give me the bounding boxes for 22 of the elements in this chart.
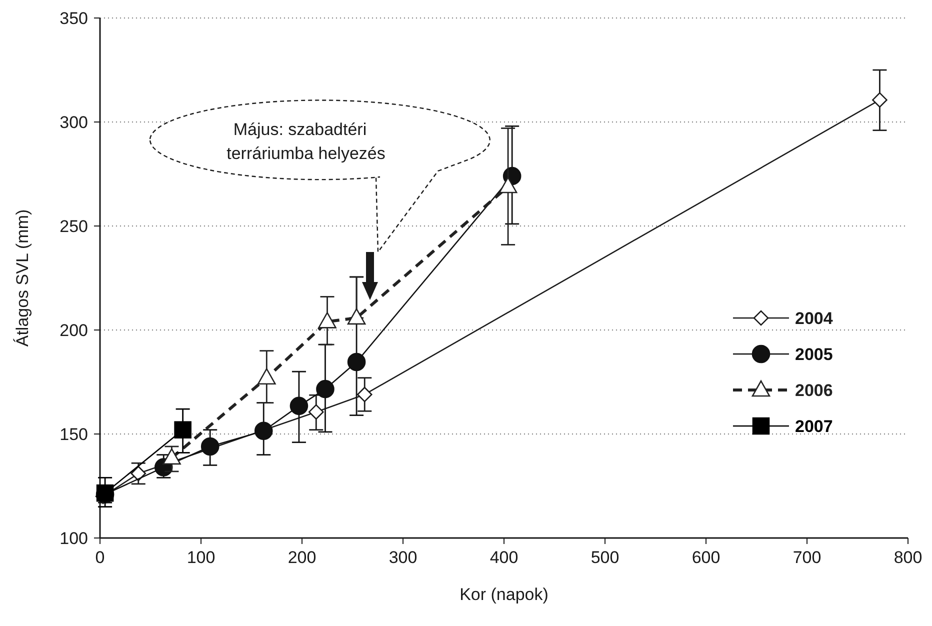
y-tick-label: 100 [60,529,88,548]
x-axis-title: Kor (napok) [460,585,548,604]
x-tick-label: 100 [186,548,216,567]
x-tick-label: 500 [590,548,620,567]
y-tick-label: 350 [60,9,88,28]
y-tick-label: 200 [60,321,88,340]
x-tick-label: 200 [288,548,316,567]
y-axis-title: Átlagos SVL (mm) [13,209,32,347]
legend-label: 2004 [795,309,834,328]
legend-label: 2005 [795,345,833,364]
x-tick-label: 800 [894,548,922,567]
x-tick-label: 400 [490,548,518,567]
x-tick-label: 700 [792,548,822,567]
x-tick-label: 300 [388,548,418,567]
y-tick-label: 250 [60,217,88,236]
x-tick-label: 0 [95,548,105,567]
legend-label: 2006 [795,381,833,400]
y-tick-label: 150 [60,425,88,444]
x-tick-label: 600 [692,548,720,567]
legend-label: 2007 [795,417,833,436]
y-tick-label: 300 [60,113,88,132]
annotation: Május: szabadtéri terráriumba helyezés [226,120,386,163]
